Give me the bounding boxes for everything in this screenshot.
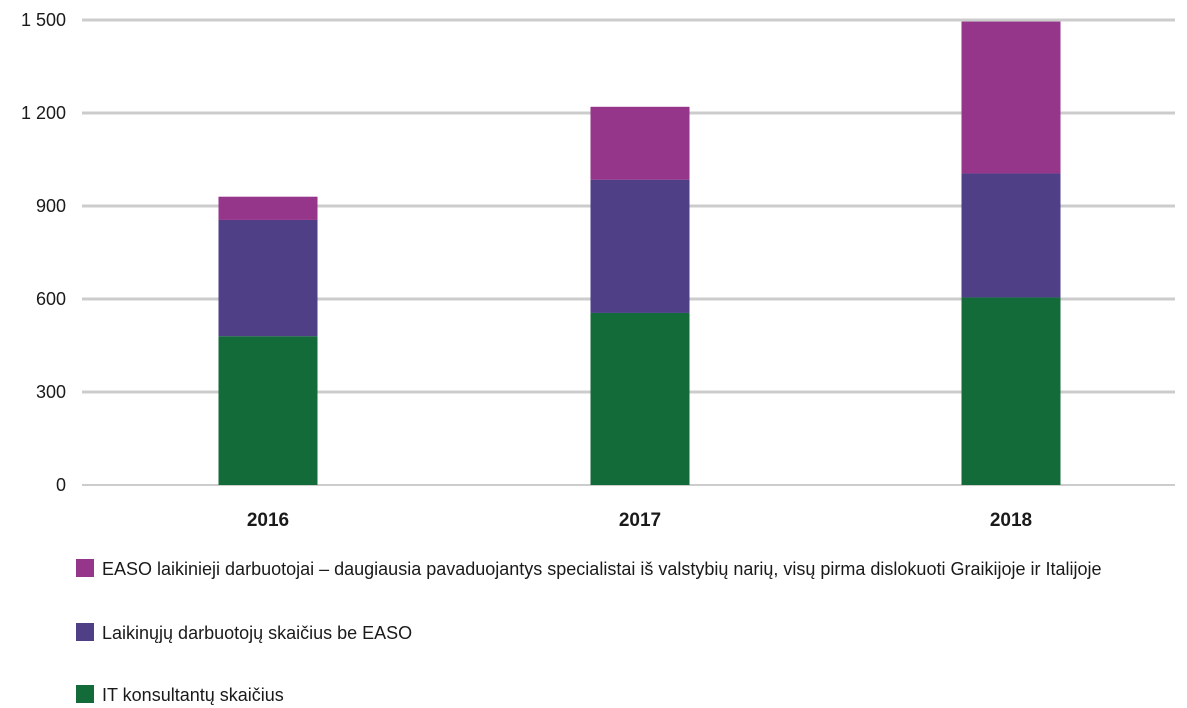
- legend-swatch-temporary-staff: [76, 623, 94, 641]
- y-tick-label: 1 500: [21, 10, 66, 30]
- y-tick-label: 600: [36, 289, 66, 309]
- legend-label-it-consultants: IT konsultantų skaičius: [102, 685, 284, 705]
- bar-segment-2016-series-2: [218, 196, 318, 220]
- y-axis-tick-labels: 0 300 600 900 1 200 1 500: [21, 10, 66, 495]
- bars: [218, 21, 1061, 485]
- stacked-bar-chart: 0 300 600 900 1 200 1 500 2016 2017 2018: [21, 10, 1175, 531]
- legend-swatch-easo: [76, 559, 94, 577]
- bar-segment-2016-series-1: [218, 219, 318, 337]
- x-axis-category-labels: 2016 2017 2018: [247, 510, 1032, 531]
- y-tick-label: 1 200: [21, 103, 66, 123]
- x-category-label-2016: 2016: [247, 510, 289, 531]
- legend-item-it-consultants: IT konsultantų skaičius: [76, 683, 284, 707]
- bar-segment-2016-series-0: [218, 336, 318, 485]
- x-category-label-2018: 2018: [990, 510, 1032, 531]
- legend-item-easo: EASO laikinieji darbuotojai – daugiausia…: [76, 557, 1102, 581]
- x-category-label-2017: 2017: [619, 510, 661, 531]
- legend-swatch-it-consultants: [76, 685, 94, 703]
- bar-segment-2018-series-2: [961, 21, 1061, 174]
- legend-item-temporary-staff: Laikinųjų darbuotojų skaičius be EASO: [76, 621, 412, 645]
- bar-segment-2018-series-0: [961, 297, 1061, 485]
- bar-segment-2018-series-1: [961, 173, 1061, 298]
- bar-segment-2017-series-2: [590, 106, 690, 180]
- y-tick-label: 0: [56, 475, 66, 495]
- legend-label-easo: EASO laikinieji darbuotojai – daugiausia…: [102, 559, 1102, 579]
- legend-label-temporary-staff: Laikinųjų darbuotojų skaičius be EASO: [102, 623, 413, 643]
- bar-segment-2017-series-0: [590, 312, 690, 485]
- y-tick-label: 300: [36, 382, 66, 402]
- bar-segment-2017-series-1: [590, 179, 690, 313]
- y-tick-label: 900: [36, 196, 66, 216]
